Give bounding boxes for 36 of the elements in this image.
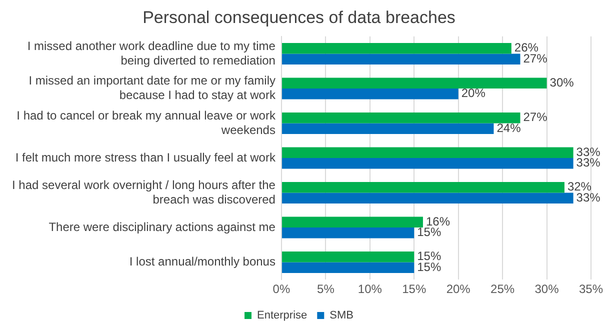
x-tick-label: 10% — [358, 282, 382, 296]
bar — [282, 112, 520, 124]
x-tick-label: 15% — [402, 282, 426, 296]
bar — [282, 78, 547, 89]
x-tick-label: 0% — [272, 282, 290, 296]
y-tick-label: I had several work overnight / long hours after the breach was discovered — [12, 178, 276, 206]
y-tick-label: There were disciplinary actions against me — [48, 220, 276, 234]
y-tick-label: I missed another work deadline due to my time being diverted to remediation — [27, 38, 276, 68]
bar — [282, 147, 574, 158]
x-tick-label: 35% — [578, 282, 604, 296]
bar — [282, 123, 494, 134]
y-tick-label: I missed an important date for me or my family because I had to stay at work — [28, 74, 276, 102]
y-tick-label: I lost annual/monthly bonus — [129, 254, 276, 269]
x-tick-label: 30% — [534, 282, 560, 296]
bar — [282, 192, 574, 204]
bar — [282, 158, 574, 169]
data-label: 30% — [550, 75, 574, 90]
chart-title: Personal consequences of data breaches — [142, 8, 456, 27]
bar — [282, 251, 414, 262]
data-label: 20% — [461, 86, 486, 100]
bar — [282, 43, 512, 54]
y-tick-label: I had to cancel or break my annual leave or work weekends — [16, 108, 276, 137]
bar — [282, 227, 414, 238]
x-tick-label: 5% — [317, 282, 335, 296]
data-label: 27% — [523, 110, 548, 124]
bar — [282, 54, 520, 65]
data-label: 24% — [496, 120, 522, 135]
bar — [282, 88, 458, 100]
x-tick-label: 20% — [446, 282, 471, 296]
bar — [282, 262, 414, 273]
bar — [282, 216, 423, 228]
legend-label: SMB — [330, 310, 354, 322]
y-tick-label: I felt much more stress than I usually feel at work — [15, 150, 276, 164]
x-tick-label: 25% — [490, 282, 515, 296]
legend-label: Enterprise — [257, 310, 308, 322]
bar — [282, 182, 564, 193]
